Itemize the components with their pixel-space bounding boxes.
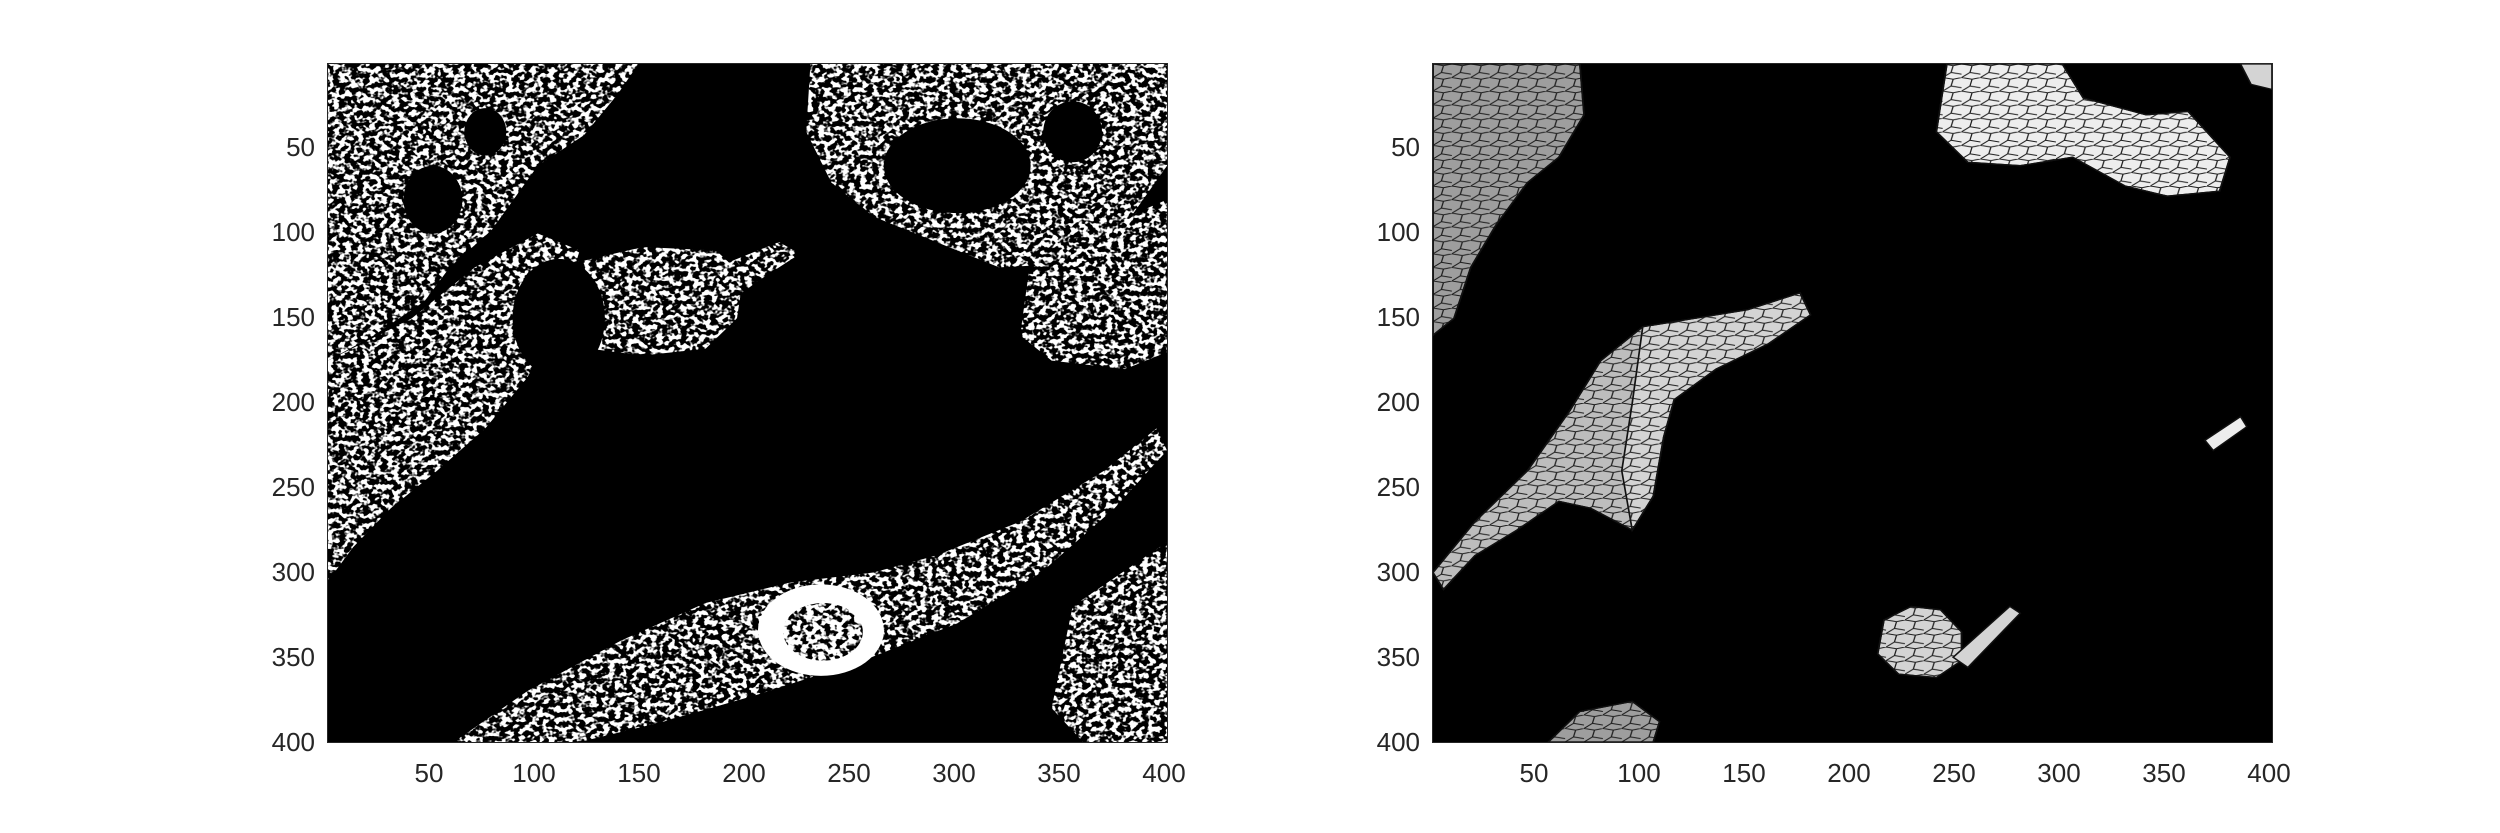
- x-tick-label: 150: [1722, 758, 1766, 788]
- foreground-regions: [328, 64, 1167, 742]
- x-tick-label: 350: [1037, 758, 1081, 788]
- y-tick-label: 50: [1391, 132, 1420, 162]
- y-tick-label: 150: [1376, 302, 1420, 332]
- x-tick-label: 200: [722, 758, 766, 788]
- x-tick-label: 200: [1827, 758, 1871, 788]
- x-tick-label: 350: [2142, 758, 2186, 788]
- binary-mask-axes: 50 100 150 200 250 300 350 400 50 100 15…: [272, 63, 1186, 786]
- y-tick-label: 100: [271, 217, 315, 247]
- y-tick-label: 350: [271, 642, 315, 672]
- x-tick-label: 50: [414, 758, 444, 788]
- segment-regions: [1433, 64, 2272, 742]
- segmentation-axes: 50 100 150 200 250 300 350 400 50 100 15…: [1377, 63, 2291, 786]
- x-tick-label: 300: [2037, 758, 2081, 788]
- x-tick-label: 400: [2247, 758, 2291, 788]
- y-tick-label: 200: [1376, 387, 1420, 417]
- x-tick-label: 300: [932, 758, 976, 788]
- y-tick-label: 150: [271, 302, 315, 332]
- y-tick-label: 250: [271, 472, 315, 502]
- x-tick-label: 100: [512, 758, 556, 788]
- binary-mask-image: [327, 63, 1168, 743]
- y-tick-label: 400: [1376, 727, 1420, 757]
- background-gaps: [403, 101, 1102, 451]
- y-tick-label: 400: [271, 727, 315, 757]
- x-tick-label: 50: [1519, 758, 1549, 788]
- x-tick-label: 400: [1142, 758, 1186, 788]
- round-cell: [757, 584, 884, 676]
- y-tick-label: 200: [271, 387, 315, 417]
- y-tick-label: 100: [1376, 217, 1420, 247]
- y-tick-label: 250: [1376, 472, 1420, 502]
- y-tick-label: 350: [1376, 642, 1420, 672]
- x-tick-label: 250: [1932, 758, 1976, 788]
- x-tick-label: 150: [617, 758, 661, 788]
- x-tick-label: 100: [1617, 758, 1661, 788]
- segmentation-image: [1432, 63, 2273, 743]
- y-tick-label: 300: [1376, 557, 1420, 587]
- y-tick-label: 50: [286, 132, 315, 162]
- y-tick-label: 300: [271, 557, 315, 587]
- x-tick-label: 250: [827, 758, 871, 788]
